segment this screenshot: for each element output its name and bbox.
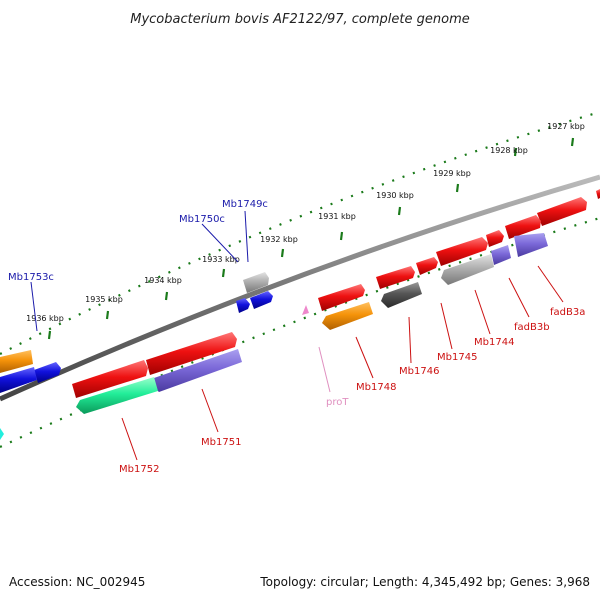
tick-label: 1932 kbp bbox=[260, 235, 298, 244]
gene-feature bbox=[322, 302, 373, 330]
gene-feature bbox=[0, 350, 33, 373]
outer-tick-ring bbox=[0, 110, 600, 355]
gene-label: Mb1751 bbox=[201, 437, 241, 448]
gene-label: proT bbox=[326, 397, 349, 408]
tick-label: 1927 kbp bbox=[547, 122, 585, 131]
tick-label: 1935 kbp bbox=[85, 295, 123, 304]
gene-feature bbox=[491, 245, 511, 265]
gene-feature bbox=[486, 230, 504, 247]
gene-label: Mb1750c bbox=[179, 214, 225, 225]
gene-label: fadB3a bbox=[550, 307, 585, 318]
genome-summary-text: Topology: circular; Length: 4,345,492 bp… bbox=[259, 575, 590, 589]
major-ticks bbox=[47, 137, 575, 340]
gene-feature bbox=[436, 237, 488, 266]
gene-feature bbox=[596, 189, 600, 199]
gene-feature bbox=[376, 266, 415, 289]
tick-label: 1928 kbp bbox=[490, 146, 528, 155]
gene-feature bbox=[236, 298, 250, 313]
gene-feature bbox=[0, 367, 37, 393]
genome-backbone bbox=[0, 174, 600, 402]
reverse-features bbox=[0, 233, 548, 440]
gene-feature bbox=[146, 332, 237, 375]
gene-label: Mb1745 bbox=[437, 352, 477, 363]
gene-feature bbox=[537, 197, 587, 226]
gene-feature bbox=[0, 428, 4, 440]
gene-feature bbox=[416, 257, 438, 275]
gene-label: Mb1748 bbox=[356, 382, 396, 393]
gene-feature bbox=[441, 254, 494, 285]
gene-feature bbox=[302, 305, 309, 315]
gene-feature bbox=[250, 291, 273, 309]
map-title: Mycobacterium bovis AF2122/97, complete … bbox=[130, 12, 469, 27]
gene-feature bbox=[381, 282, 422, 308]
gene-feature bbox=[243, 272, 269, 293]
gene-label: fadB3b bbox=[514, 322, 550, 333]
gene-feature bbox=[72, 360, 148, 398]
forward-features bbox=[0, 189, 600, 398]
gene-feature bbox=[76, 377, 158, 414]
tick-label: 1934 kbp bbox=[144, 276, 182, 285]
gene-label: Mb1744 bbox=[474, 337, 514, 348]
label-connectors bbox=[30, 210, 564, 461]
tick-label: 1929 kbp bbox=[433, 169, 471, 178]
gene-feature bbox=[318, 284, 365, 311]
gene-label: Mb1749c bbox=[222, 199, 268, 210]
tick-label: 1936 kbp bbox=[26, 314, 64, 323]
gene-label: Mb1753c bbox=[8, 272, 54, 283]
gene-feature bbox=[514, 233, 548, 257]
tick-label: 1930 kbp bbox=[376, 191, 414, 200]
tick-label: 1931 kbp bbox=[318, 212, 356, 221]
gene-feature bbox=[505, 215, 541, 239]
tick-label: 1933 kbp bbox=[202, 255, 240, 264]
gene-feature bbox=[151, 349, 242, 392]
accession-text: Accession: NC_002945 bbox=[9, 575, 145, 589]
gene-label: Mb1746 bbox=[399, 366, 439, 377]
inner-tick-ring bbox=[0, 216, 600, 448]
gene-feature bbox=[34, 362, 61, 383]
gene-label: Mb1752 bbox=[119, 464, 159, 475]
